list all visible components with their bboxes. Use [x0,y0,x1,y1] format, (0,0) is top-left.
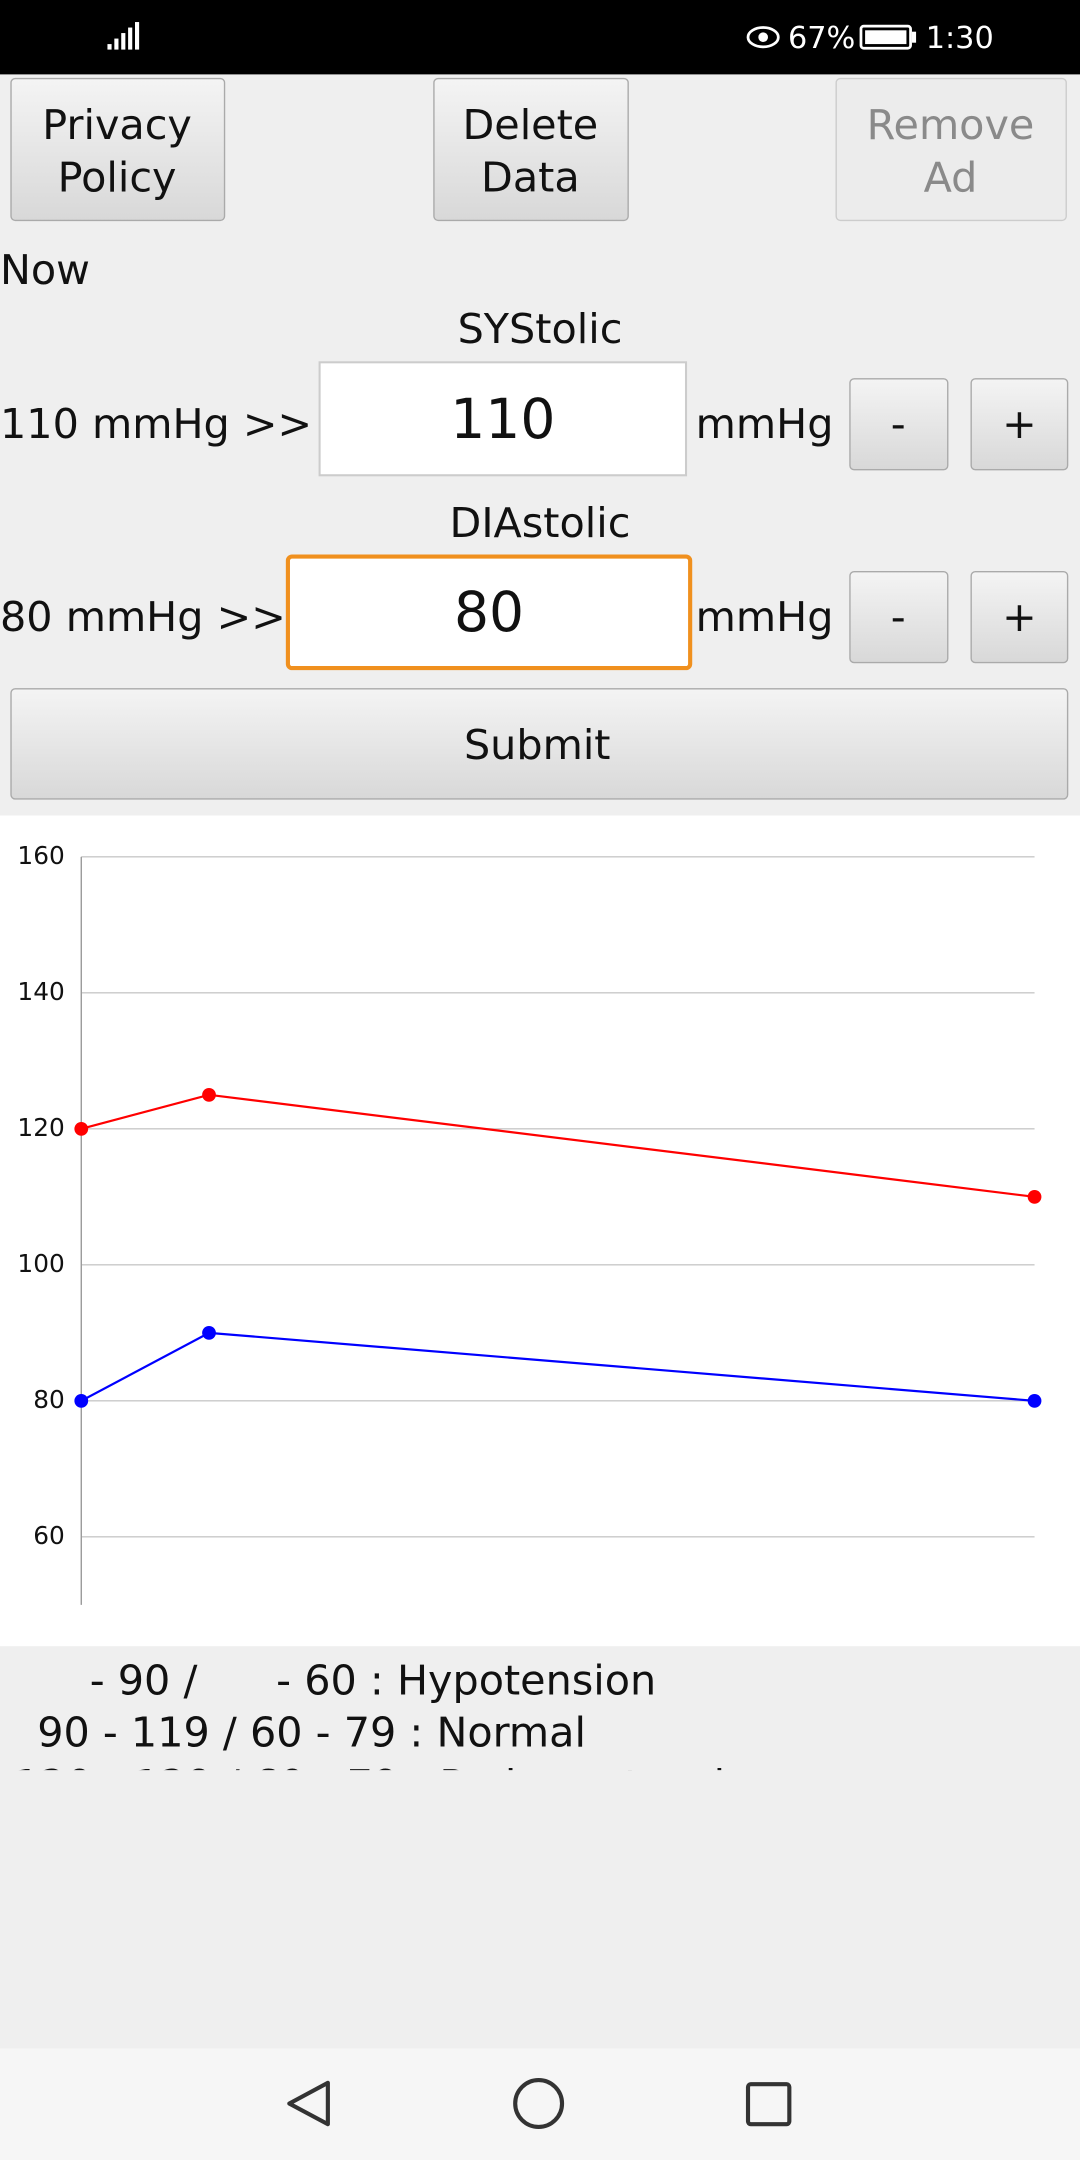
eye-icon [746,26,780,49]
status-bar [0,0,1080,75]
back-button[interactable] [287,2080,330,2127]
chart-background [0,815,1080,1647]
button-label: Data [481,153,580,201]
systolic-input[interactable]: 110 [318,361,688,477]
legend-line: 90 - 119 / 60 - 79 : Normal [37,1709,586,1757]
submit-button[interactable]: Submit [10,688,1069,800]
button-label: + [1002,400,1037,448]
button-label: Remove [867,101,1035,149]
button-label: Delete [462,101,598,149]
chart: 60 80 100 120 140 160 [17,841,1042,1605]
clock: 1:30 [926,21,994,56]
y-tick-label: 140 [17,977,64,1006]
signal-icon [107,22,140,50]
legend-text: - 90 / - 60 : Hypotension 90 - 119 / 60 … [14,1656,777,1809]
data-point [74,1121,89,1136]
legend-line: 120 - 129 / 60 - 79 : Prehypertension [14,1761,777,1809]
data-point [202,1325,216,1340]
data-point [1027,1189,1042,1204]
unit-label: mmHg [696,593,834,641]
legend-line: - 90 / - 60 : Hypotension [37,1656,656,1704]
systolic-plus-button[interactable]: + [970,378,1069,471]
input-value: 80 [454,580,524,644]
y-tick-label: 160 [17,841,64,870]
now-label: Now [0,246,90,294]
battery-percent: 67% [788,21,855,56]
systolic-title: SYStolic [458,305,623,353]
diastolic-input[interactable]: 80 [285,554,693,671]
diastolic-current: 80 mmHg >> [0,593,286,641]
data-point [74,1393,89,1408]
home-button[interactable] [513,2078,565,2130]
button-label: Policy [58,153,177,201]
battery-icon [859,24,917,50]
privacy-policy-button[interactable]: Privacy Policy [10,77,226,222]
button-label: - [891,593,906,641]
y-tick-label: 120 [17,1113,64,1142]
button-label: - [891,400,906,448]
systolic-minus-button[interactable]: - [849,378,949,471]
y-tick-label: 80 [33,1385,65,1414]
delete-data-button[interactable]: Delete Data [433,77,629,222]
y-tick-label: 60 [33,1521,65,1550]
remove-ad-button[interactable]: Remove Ad [835,77,1067,222]
button-label: Ad [924,153,978,201]
button-label: Submit [464,721,611,769]
unit-label: mmHg [696,400,834,448]
button-label: Privacy [42,101,192,149]
navigation-bar [0,2048,1080,2160]
diastolic-title: DIAstolic [450,499,631,547]
y-tick-label: 100 [17,1249,64,1278]
systolic-current: 110 mmHg >> [0,400,312,448]
diastolic-plus-button[interactable]: + [970,570,1069,664]
button-label: + [1002,593,1037,641]
recents-button[interactable] [745,2082,792,2127]
data-point [1027,1393,1042,1408]
data-point [202,1087,216,1102]
diastolic-minus-button[interactable]: - [849,570,949,664]
input-value: 110 [450,387,555,451]
